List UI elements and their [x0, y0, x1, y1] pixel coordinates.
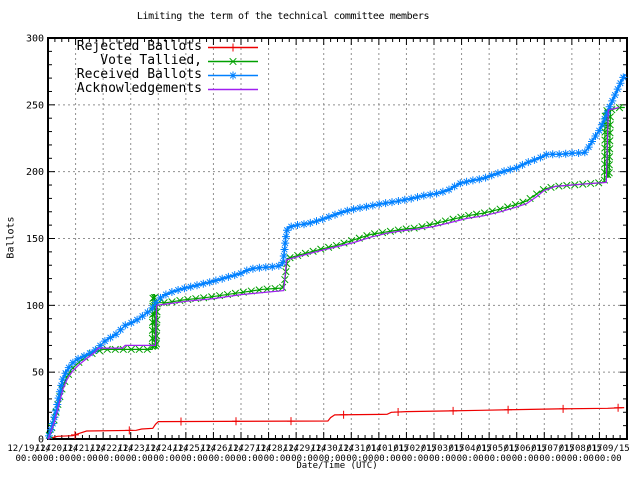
legend-sample-marker: [229, 43, 237, 51]
x-tick-time: 00:00: [319, 454, 346, 464]
legend-label: Received Ballots: [76, 66, 202, 82]
y-tick-label: 200: [26, 167, 44, 178]
x-tick-date: 01/09/15: [586, 444, 629, 454]
x-tick-time: 00:00: [264, 454, 291, 464]
y-tick-label: 250: [26, 100, 44, 111]
x-tick-date: 12/30/14: [311, 444, 354, 454]
series-markers-received: [45, 73, 628, 440]
legend-line-sample: [208, 71, 258, 79]
y-tick-label: 50: [32, 368, 44, 379]
legend-line-sample: [208, 57, 258, 65]
x-tick-date: 01/04/15: [448, 444, 491, 454]
x-tick-time: 00:00: [43, 454, 70, 464]
legend-label: Acknowledgements: [76, 80, 202, 96]
legend-item-rejected-ballots: Rejected Ballots: [48, 39, 260, 53]
x-tick-date: 01/05/15: [476, 444, 519, 454]
y-tick-label: 100: [26, 301, 44, 312]
x-tick-time: 00:00: [539, 454, 566, 464]
chart-title: Limiting the term of the technical commi…: [136, 11, 430, 22]
legend-label: Rejected Ballots: [76, 38, 202, 54]
x-tick-time: 00:00: [236, 454, 263, 464]
series-acks: [47, 106, 620, 440]
legend-label: Vote Tallied,: [100, 52, 202, 68]
legend-sample-marker: [229, 57, 237, 65]
x-tick-time: 00:00: [208, 454, 235, 464]
legend-sample-marker: [229, 71, 237, 79]
x-tick-time: 00:00: [98, 454, 125, 464]
x-tick-time: 00:00: [594, 454, 621, 464]
x-tick-time: 00:00: [153, 454, 180, 464]
x-tick-time: 00:00: [512, 454, 539, 464]
x-tick-date: 12/24/14: [145, 444, 188, 454]
y-tick-label: 300: [26, 34, 44, 45]
x-tick-date: 01/06/15: [504, 444, 547, 454]
x-tick-time: 00:00: [484, 454, 511, 464]
x-tick-date: 12/28/14: [255, 444, 298, 454]
y-tick-label: 150: [26, 234, 44, 245]
x-tick-date: 12/27/14: [228, 444, 271, 454]
x-tick-date: 01/08/15: [559, 444, 602, 454]
x-tick-date: 12/19/14: [7, 444, 50, 454]
series-rejected: [47, 403, 625, 440]
x-tick-date: 12/25/14: [173, 444, 216, 454]
series-line-rejected: [47, 407, 625, 440]
x-tick-date: 01/01/15: [366, 444, 409, 454]
x-tick-time: 00:00: [429, 454, 456, 464]
series-markers-tallied: [45, 104, 624, 439]
legend-line-sample: [208, 88, 258, 90]
x-tick-date: 12/22/14: [90, 444, 133, 454]
x-tick-time: 00:00: [374, 454, 401, 464]
x-tick-time: 00:00: [401, 454, 428, 464]
gridlines: [48, 38, 627, 439]
plot-border: [47, 37, 628, 440]
series-markers-rejected: [71, 403, 623, 439]
x-tick-time: 00:00: [291, 454, 318, 464]
x-tick-time: 00:00: [15, 454, 42, 464]
x-tick-date: 12/29/14: [283, 444, 326, 454]
y-tick-label: 0: [38, 435, 44, 446]
x-tick-time: 00:00: [346, 454, 373, 464]
legend-line-sample: [208, 43, 258, 51]
x-tick-date: 12/23/14: [118, 444, 161, 454]
series-line-acks: [47, 106, 620, 440]
x-tick-date: 12/20/14: [35, 444, 78, 454]
x-tick-time: 00:00: [126, 454, 153, 464]
x-tick-date: 01/02/15: [393, 444, 436, 454]
x-tick-time: 00:00: [181, 454, 208, 464]
x-axis-title: Date/Time (UTC): [296, 461, 378, 471]
x-tick-date: 01/03/15: [421, 444, 464, 454]
series-received: [45, 73, 628, 440]
x-tick-time: 00:00: [71, 454, 98, 464]
legend: Rejected Ballots Vote Tallied, Received …: [48, 39, 260, 95]
x-tick-date: 01/07/15: [531, 444, 574, 454]
x-tick-labels: 12/19/1400:0012/20/1400:0012/21/1400:001…: [7, 444, 629, 464]
y-tick-labels: 0 50 100 150 200 250 300: [26, 34, 44, 446]
x-tick-time: 00:00: [457, 454, 484, 464]
legend-item-vote-tallied: Vote Tallied,: [48, 53, 260, 67]
legend-item-received-ballots: Received Ballots: [48, 67, 260, 81]
x-tick-date: 12/26/14: [200, 444, 243, 454]
x-tick-time: 00:00: [567, 454, 594, 464]
x-tick-date: 12/31/14: [338, 444, 381, 454]
series-line-received: [47, 73, 626, 440]
legend-item-acknowledgements: Acknowledgements: [48, 81, 260, 95]
x-tick-date: 12/21/14: [62, 444, 105, 454]
